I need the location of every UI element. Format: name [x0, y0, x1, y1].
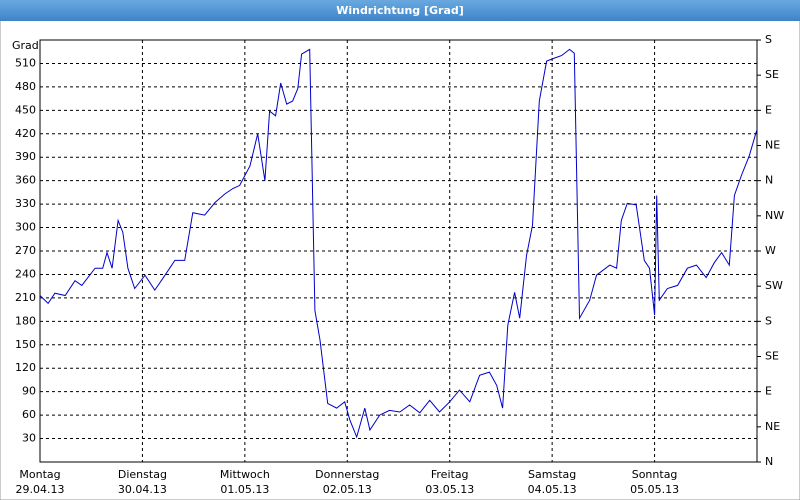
x-tick-label: Freitag — [431, 468, 469, 481]
x-tick-date: 03.05.13 — [425, 483, 474, 496]
y-tick-label: 360 — [15, 174, 36, 187]
y-tick-label: 510 — [15, 56, 36, 69]
y-tick-label: 450 — [15, 103, 36, 116]
y2-tick-label: SE — [765, 350, 779, 363]
y2-tick-label: NE — [765, 139, 780, 152]
x-tick-label: Sonntag — [632, 468, 678, 481]
y-tick-label: 300 — [15, 221, 36, 234]
y2-tick-label: W — [765, 244, 776, 257]
x-tick-label: Donnerstag — [315, 468, 379, 481]
y-tick-label: 420 — [15, 127, 36, 140]
title-bar — [0, 0, 800, 21]
y-tick-label: 120 — [15, 361, 36, 374]
x-tick-date: 29.04.13 — [16, 483, 65, 496]
y-tick-label: 90 — [22, 385, 36, 398]
y-tick-label: 240 — [15, 267, 36, 280]
y-axis-label: Grad — [12, 39, 39, 52]
x-tick-date: 05.05.13 — [630, 483, 679, 496]
y2-tick-label: N — [765, 455, 773, 468]
y-tick-label: 210 — [15, 291, 36, 304]
y2-tick-label: S — [765, 33, 772, 46]
y-tick-label: 480 — [15, 80, 36, 93]
x-tick-label: Samstag — [528, 468, 576, 481]
x-tick-label: Mittwoch — [220, 468, 270, 481]
x-tick-date: 30.04.13 — [118, 483, 167, 496]
wind-line — [39, 48, 758, 439]
y2-tick-label: NW — [765, 209, 784, 222]
y2-tick-label: E — [765, 103, 772, 116]
y2-tick-label: S — [765, 314, 772, 327]
y-tick-label: 330 — [15, 197, 36, 210]
y-tick-label: 270 — [15, 244, 36, 257]
x-tick-label: Montag — [19, 468, 60, 481]
x-tick-date: 04.05.13 — [528, 483, 577, 496]
y-tick-label: 30 — [22, 432, 36, 445]
plot-border — [39, 39, 758, 463]
plot: 30 60 90 120 150 180 210 240 270 300 330 360 390 420 4… — [15, 33, 784, 496]
y2-tick-label: SE — [765, 68, 779, 81]
y2-tick-label: NE — [765, 420, 780, 433]
x-tick-label: Dienstag — [118, 468, 167, 481]
y-tick-label: 390 — [15, 150, 36, 163]
y2-tick-label: E — [765, 385, 772, 398]
x-tick-date: 01.05.13 — [220, 483, 269, 496]
x-tick-date: 02.05.13 — [323, 483, 372, 496]
chart-title: Windrichtung [Grad] — [336, 4, 464, 17]
y2-tick-label: SW — [765, 279, 783, 292]
y-tick-label: 60 — [22, 408, 36, 421]
y-tick-label: 150 — [15, 338, 36, 351]
y-tick-label: 180 — [15, 314, 36, 327]
y2-tick-label: N — [765, 174, 773, 187]
